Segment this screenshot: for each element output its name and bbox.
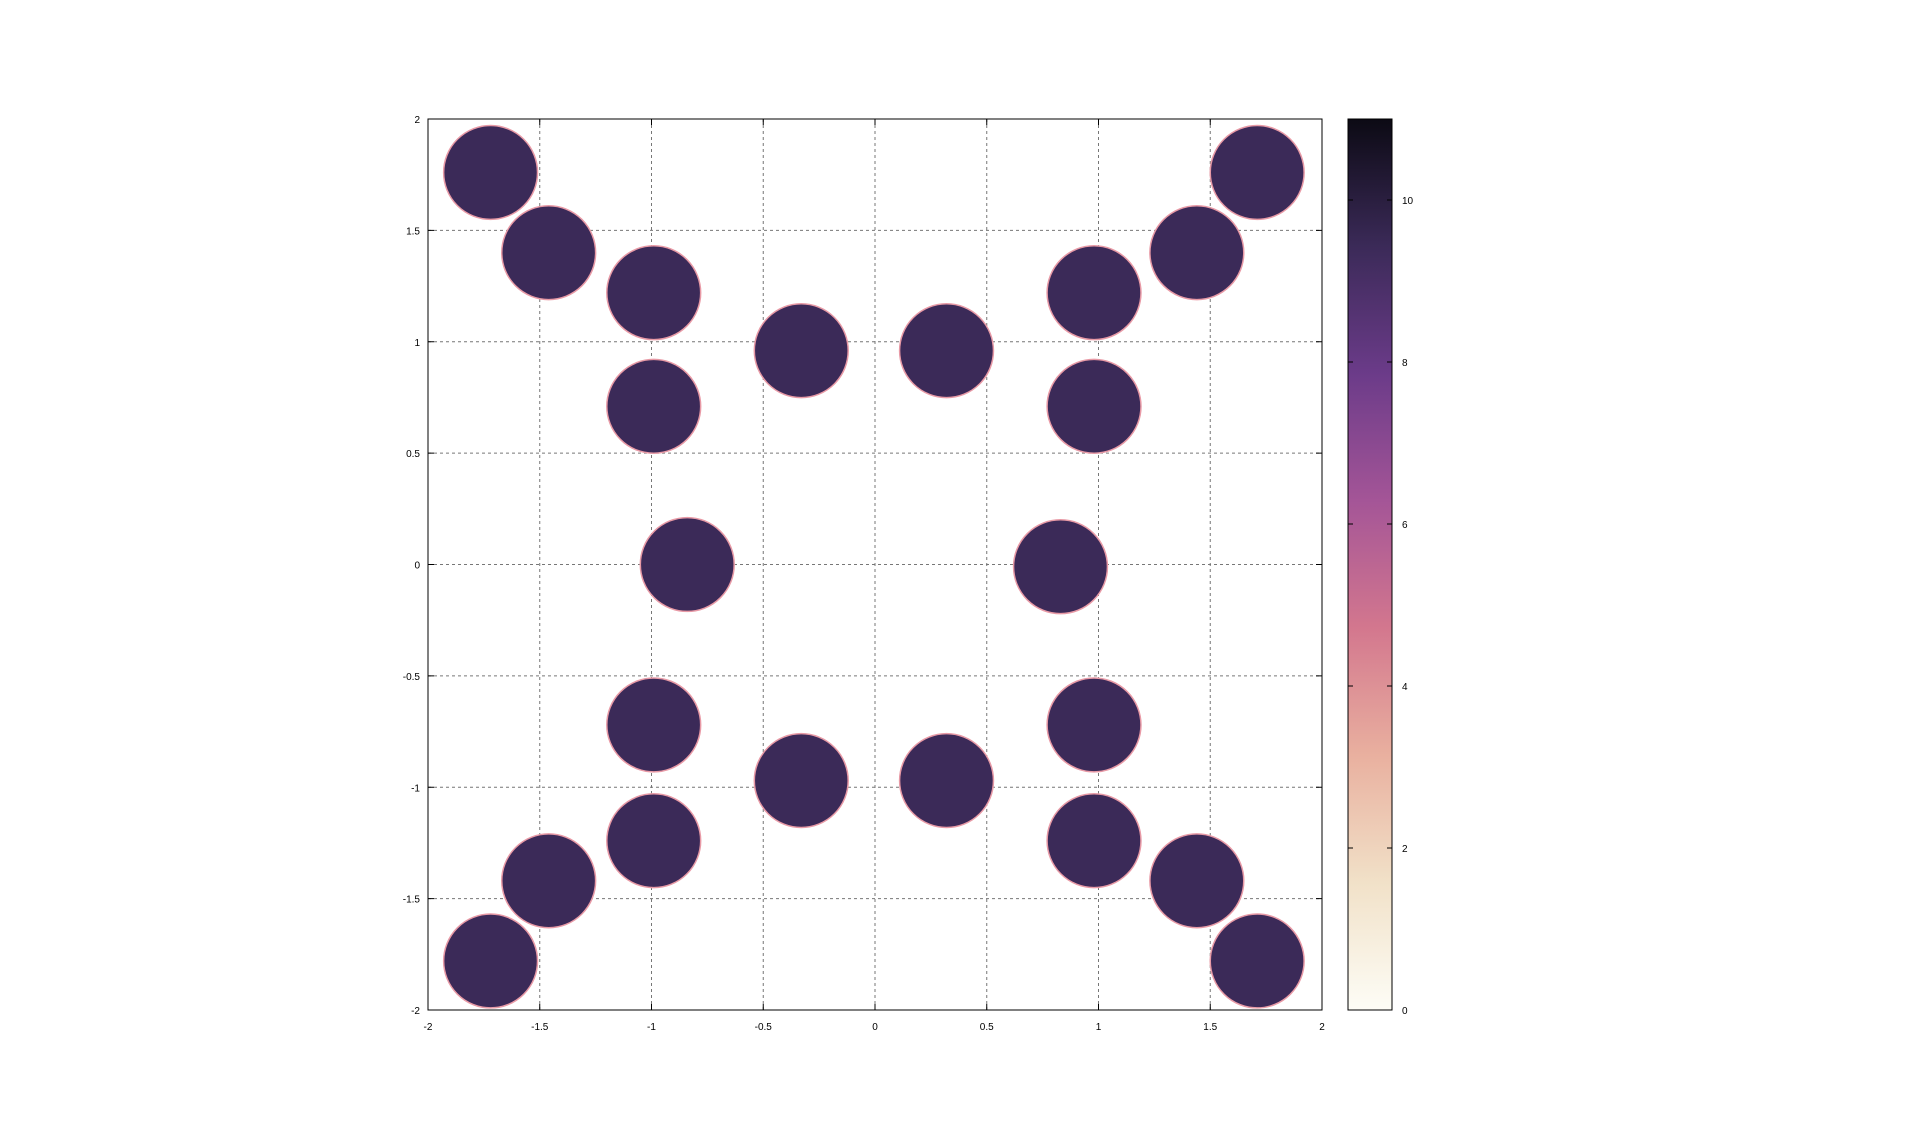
data-point — [444, 126, 538, 220]
x-tick-label: 0 — [872, 1022, 878, 1033]
y-tick-label: -0.5 — [403, 672, 421, 683]
x-tick-label: -2 — [424, 1022, 433, 1033]
y-tick-label: -2 — [411, 1006, 420, 1017]
data-point — [1047, 794, 1141, 888]
x-tick-label: 2 — [1319, 1022, 1325, 1033]
colorbar-tick-label: 0 — [1402, 1006, 1408, 1017]
y-tick-label: -1.5 — [403, 895, 421, 906]
markers — [444, 126, 1304, 1008]
x-tick-label: 0.5 — [980, 1022, 994, 1033]
data-point — [607, 359, 701, 453]
data-point — [502, 834, 596, 928]
data-point — [1014, 520, 1108, 614]
x-tick-label: -0.5 — [755, 1022, 773, 1033]
y-tick-label: -1 — [411, 783, 420, 794]
data-point — [1210, 126, 1304, 220]
x-tick-label: -1.5 — [531, 1022, 549, 1033]
colorbar-tick-label: 8 — [1402, 358, 1408, 369]
data-point — [900, 734, 994, 828]
data-point — [1047, 359, 1141, 453]
data-point — [444, 914, 538, 1008]
x-tick-labels: -2 -1.5 -1 -0.5 0 0.5 1 1.5 2 — [424, 1022, 1326, 1033]
colorbar — [1348, 119, 1392, 1010]
data-point — [1047, 246, 1141, 340]
y-tick-labels: -2 -1.5 -1 -0.5 0 0.5 1 1.5 2 — [403, 115, 421, 1017]
data-point — [607, 678, 701, 772]
data-point — [502, 206, 596, 300]
y-tick-label: 1 — [414, 338, 420, 349]
colorbar-tick-label: 6 — [1402, 520, 1408, 531]
colorbar-tick-label: 10 — [1402, 196, 1414, 207]
y-tick-label: 0 — [414, 561, 420, 572]
data-point — [754, 734, 848, 828]
y-tick-label: 2 — [414, 115, 420, 126]
data-point — [754, 304, 848, 398]
data-point — [607, 794, 701, 888]
data-point — [1150, 834, 1244, 928]
data-point — [1210, 914, 1304, 1008]
x-tick-label: 1.5 — [1203, 1022, 1217, 1033]
y-tick-label: 1.5 — [406, 226, 420, 237]
data-point — [1150, 206, 1244, 300]
colorbar-tick-label: 2 — [1402, 844, 1408, 855]
data-point — [607, 246, 701, 340]
x-tick-label: 1 — [1096, 1022, 1102, 1033]
data-point — [1047, 678, 1141, 772]
x-tick-label: -1 — [647, 1022, 656, 1033]
data-point — [900, 304, 994, 398]
colorbar-tick-label: 4 — [1402, 682, 1408, 693]
y-tick-label: 0.5 — [406, 449, 420, 460]
data-point — [640, 518, 734, 612]
